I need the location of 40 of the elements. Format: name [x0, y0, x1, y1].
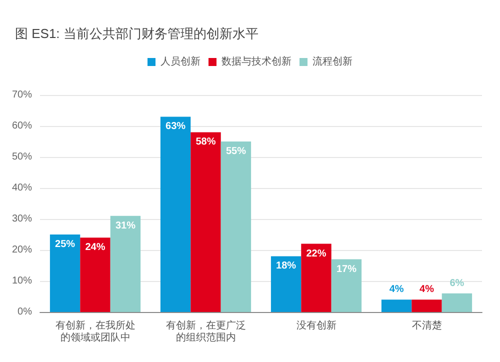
data-label: 55%	[226, 146, 246, 157]
x-tick-label: 有创新，在我所处的领域或团队中	[55, 320, 136, 344]
data-label: 6%	[450, 278, 464, 289]
data-label: 22%	[306, 248, 326, 260]
y-tick-label: 40%	[12, 182, 32, 194]
bar	[412, 300, 442, 312]
bar	[301, 244, 332, 312]
y-tick-label: 30%	[12, 214, 32, 224]
data-label: 58%	[196, 136, 216, 148]
y-tick-label: 10%	[12, 276, 32, 286]
bar	[190, 132, 221, 312]
bar	[160, 116, 191, 312]
data-label: 17%	[336, 264, 357, 275]
x-tick-label: 有创新，在更广泛的组织范围内	[166, 320, 246, 344]
bar	[50, 234, 80, 312]
x-tick-label: 没有创新	[296, 320, 336, 332]
y-tick-label: 20%	[12, 244, 32, 256]
bar	[220, 142, 252, 312]
data-label: 4%	[389, 284, 404, 296]
y-tick-label: 0%	[18, 306, 32, 318]
data-label: 31%	[115, 220, 136, 232]
data-label: 4%	[420, 284, 434, 296]
data-label: 18%	[276, 260, 296, 272]
bar	[331, 259, 362, 312]
x-tick-label: 不清楚	[412, 320, 442, 332]
bar	[80, 238, 110, 312]
data-label: 24%	[85, 242, 106, 254]
bar	[110, 216, 141, 312]
y-tick-label: 60%	[12, 120, 32, 132]
y-tick-label: 70%	[12, 90, 32, 100]
bar	[381, 300, 412, 312]
legend-label: 流程创新	[312, 56, 352, 68]
data-label: 25%	[55, 239, 76, 250]
y-tick-label: 50%	[12, 152, 32, 162]
bar	[442, 293, 472, 312]
chart-title: 图 ES1: 当前公共部门财务管理的创新水平	[15, 26, 258, 41]
data-label: 63%	[166, 121, 186, 132]
legend-label: 人员创新	[160, 56, 200, 68]
legend-label: 数据与技术创新	[222, 56, 292, 68]
bar	[270, 256, 302, 312]
